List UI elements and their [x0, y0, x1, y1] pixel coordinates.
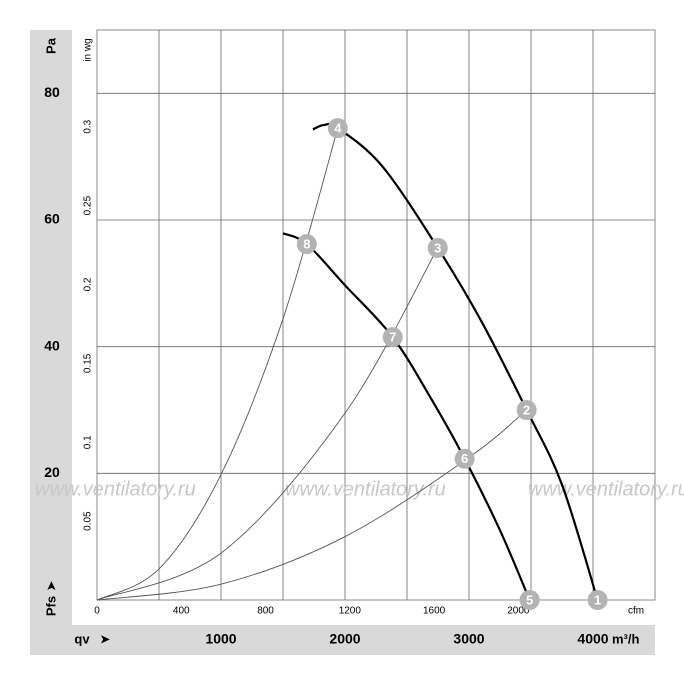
point-label: 4: [334, 121, 342, 136]
plot-area: [96, 29, 656, 601]
bottom-band: [30, 625, 655, 655]
arrow: ➤: [100, 631, 111, 646]
operating-point: [382, 327, 403, 348]
operating-point: [427, 237, 448, 258]
watermark: www.ventilatory.ru: [528, 478, 684, 500]
x-unit: m³/h: [612, 631, 640, 646]
x2-tick-label: 400: [173, 606, 190, 617]
x2-tick-label: 2000: [507, 606, 530, 617]
y-tick-label: 20: [44, 464, 60, 480]
x2-tick-label: 1200: [339, 606, 362, 617]
point-label: 2: [523, 402, 530, 417]
point-label: 3: [434, 240, 441, 255]
point-label: 7: [389, 330, 396, 345]
arrow: ➤: [43, 580, 58, 591]
left-band: [30, 30, 72, 625]
x2-tick-label: 800: [257, 606, 274, 617]
x2-unit: cfm: [628, 606, 644, 617]
y-axis-label: Pa: [43, 37, 58, 54]
y2-tick-label: 0.25: [83, 195, 94, 215]
x-tick-label: 2000: [329, 631, 360, 647]
point-label: 6: [461, 451, 468, 466]
y-tick-label: 60: [44, 211, 60, 227]
x-axis-label: qv: [74, 631, 90, 646]
watermark: www.ventilatory.ru: [35, 478, 196, 500]
curve: [96, 128, 339, 601]
operating-point: [587, 590, 608, 610]
point-label: 5: [526, 592, 533, 607]
curve: [96, 409, 527, 601]
operating-point: [296, 234, 317, 255]
x-tick-label: 3000: [453, 631, 484, 647]
x-tick-label: 1000: [205, 631, 236, 647]
point-label: 1: [594, 592, 601, 607]
point-label: 8: [303, 237, 310, 252]
y2-tick-label: 0.15: [83, 353, 94, 373]
curve: [96, 247, 439, 601]
x2-tick-label: 0: [94, 606, 100, 617]
y2-tick-label: 0.1: [83, 435, 94, 449]
operating-point: [519, 590, 540, 610]
x-tick-label: 4000: [577, 631, 608, 647]
y-axis-label-bottom: Pfs: [43, 596, 58, 616]
y2-tick-label: 0.3: [83, 119, 94, 133]
y-tick-label: 40: [44, 337, 60, 353]
operating-point: [454, 448, 475, 469]
y2-axis-label: in wg: [83, 38, 94, 61]
y2-tick-label: 0.05: [83, 511, 94, 531]
operating-point: [516, 400, 537, 420]
y-tick-label: 80: [44, 84, 60, 100]
y2-tick-label: 0.2: [83, 277, 94, 291]
operating-point: [327, 118, 348, 139]
x2-tick-label: 1600: [423, 606, 446, 617]
watermark: www.ventilatory.ru: [285, 478, 446, 500]
